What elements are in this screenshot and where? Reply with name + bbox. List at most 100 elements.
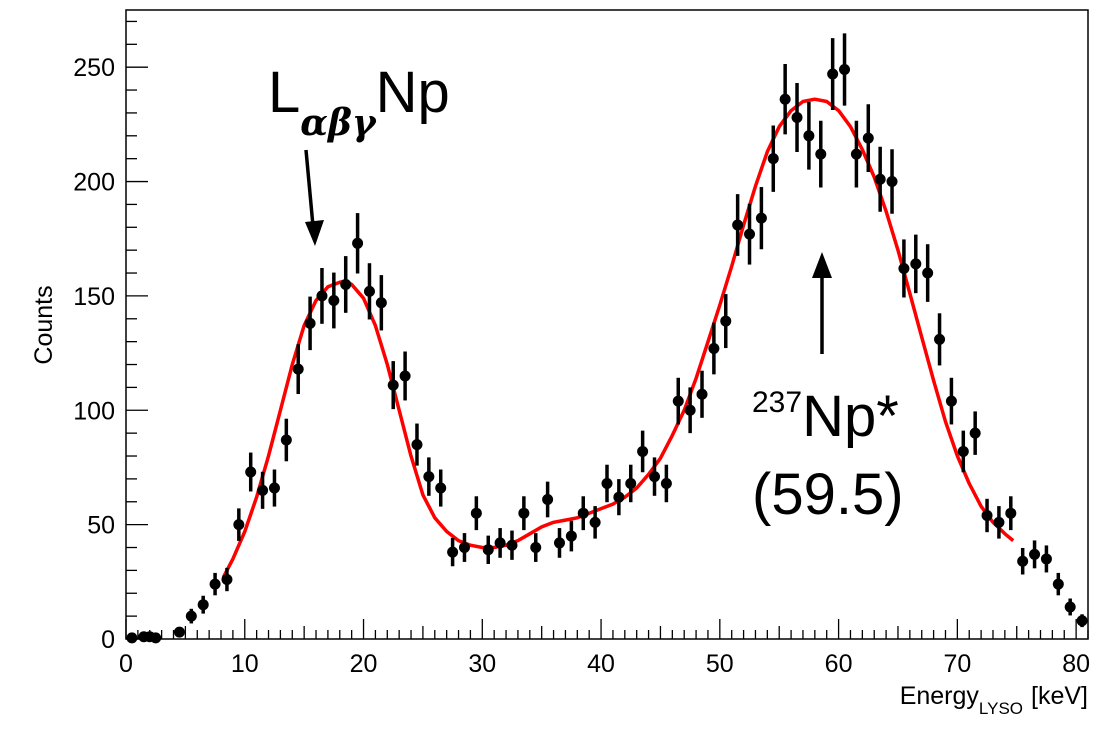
data-point — [352, 237, 364, 249]
data-point — [791, 112, 803, 124]
data-point — [874, 173, 886, 185]
y-tick-label: 100 — [73, 397, 115, 425]
x-tick-label: 30 — [468, 650, 496, 678]
data-point — [613, 491, 625, 503]
data-point — [839, 63, 851, 75]
x-tick-label: 20 — [350, 650, 378, 678]
x-tick-label: 60 — [825, 650, 853, 678]
data-point — [553, 537, 565, 549]
data-point — [862, 132, 874, 144]
data-point — [304, 317, 316, 329]
data-point — [435, 482, 447, 494]
data-point — [530, 542, 542, 554]
annotation-1-sub: αβγ — [300, 102, 378, 144]
svg-text:LαβγNp: LαβγNp — [268, 60, 450, 144]
data-point — [969, 427, 981, 439]
data-point — [779, 93, 791, 105]
y-tick-label: 200 — [73, 169, 115, 197]
data-point — [233, 519, 245, 531]
data-point — [708, 343, 720, 355]
svg-text:237Np*: 237Np* — [752, 384, 899, 449]
x-tick-label: 0 — [119, 650, 133, 678]
data-point — [1017, 555, 1029, 567]
x-tick-label: 70 — [943, 650, 971, 678]
data-point — [221, 574, 233, 586]
data-points — [126, 33, 1088, 644]
x-axis-title-main: Energy — [900, 682, 980, 710]
data-point — [922, 267, 934, 279]
x-tick-label: 10 — [231, 650, 259, 678]
data-point — [898, 262, 910, 274]
annotation-237np-peak: 237Np* (59.5) — [752, 252, 904, 527]
data-point — [1029, 548, 1041, 560]
x-tick-labels: 0 10 20 30 40 50 60 70 80 — [119, 650, 1090, 678]
y-tick-label: 150 — [73, 283, 115, 311]
data-point — [945, 395, 957, 407]
data-point — [993, 516, 1005, 528]
data-point — [981, 509, 993, 521]
data-point — [126, 632, 138, 644]
y-tick-label: 50 — [87, 512, 115, 540]
data-point — [268, 482, 280, 494]
data-point — [934, 333, 946, 345]
data-point — [518, 507, 530, 519]
data-point — [1052, 578, 1064, 590]
data-point — [637, 445, 649, 457]
annotation-2-arrowhead — [812, 252, 832, 278]
plot-frame — [125, 9, 1089, 640]
data-point — [197, 599, 209, 611]
data-point — [482, 544, 494, 556]
data-point — [732, 219, 744, 231]
data-point — [185, 610, 197, 622]
data-point — [577, 507, 589, 519]
data-point — [827, 68, 839, 80]
data-point — [660, 477, 672, 489]
data-point — [1005, 507, 1017, 519]
data-point — [1076, 615, 1088, 627]
data-point — [755, 212, 767, 224]
data-point — [209, 578, 221, 590]
data-point — [625, 477, 637, 489]
annotation-2-main: Np* — [802, 384, 899, 449]
data-point — [387, 379, 399, 391]
data-point — [744, 228, 756, 240]
data-point — [910, 258, 922, 270]
data-point — [245, 466, 257, 478]
annotation-1-arrowhead — [305, 220, 324, 246]
data-point — [589, 516, 601, 528]
annotation-1-suffix: Np — [376, 60, 450, 125]
y-axis-title: Counts — [30, 285, 58, 364]
data-point — [340, 278, 352, 290]
data-point — [494, 537, 506, 549]
data-point — [150, 632, 162, 644]
data-point — [696, 388, 708, 400]
data-point — [565, 530, 577, 542]
x-tick-label: 80 — [1062, 650, 1090, 678]
data-point — [886, 176, 898, 188]
data-point — [257, 484, 269, 496]
x-axis-title: EnergyLYSO [keV] — [900, 682, 1088, 718]
data-point — [411, 439, 423, 451]
data-point — [1064, 601, 1076, 613]
data-point — [1040, 553, 1052, 565]
x-axis-title-unit: [keV] — [1031, 682, 1088, 710]
data-point — [720, 315, 732, 327]
data-point — [815, 148, 827, 160]
data-point — [803, 130, 815, 142]
data-point — [173, 626, 185, 638]
y-tick-label: 0 — [101, 626, 115, 654]
data-point — [470, 507, 482, 519]
y-tick-labels: 0 50 100 150 200 250 — [73, 54, 115, 654]
annotation-2-sup: 237 — [752, 386, 802, 419]
data-point — [458, 542, 470, 554]
data-point — [375, 297, 387, 309]
data-point — [649, 471, 661, 483]
data-point — [542, 493, 554, 505]
data-point — [684, 404, 696, 416]
data-point — [767, 153, 779, 165]
data-point — [280, 434, 292, 446]
y-tick-label: 250 — [73, 54, 115, 82]
data-point — [957, 445, 969, 457]
data-point — [672, 395, 684, 407]
